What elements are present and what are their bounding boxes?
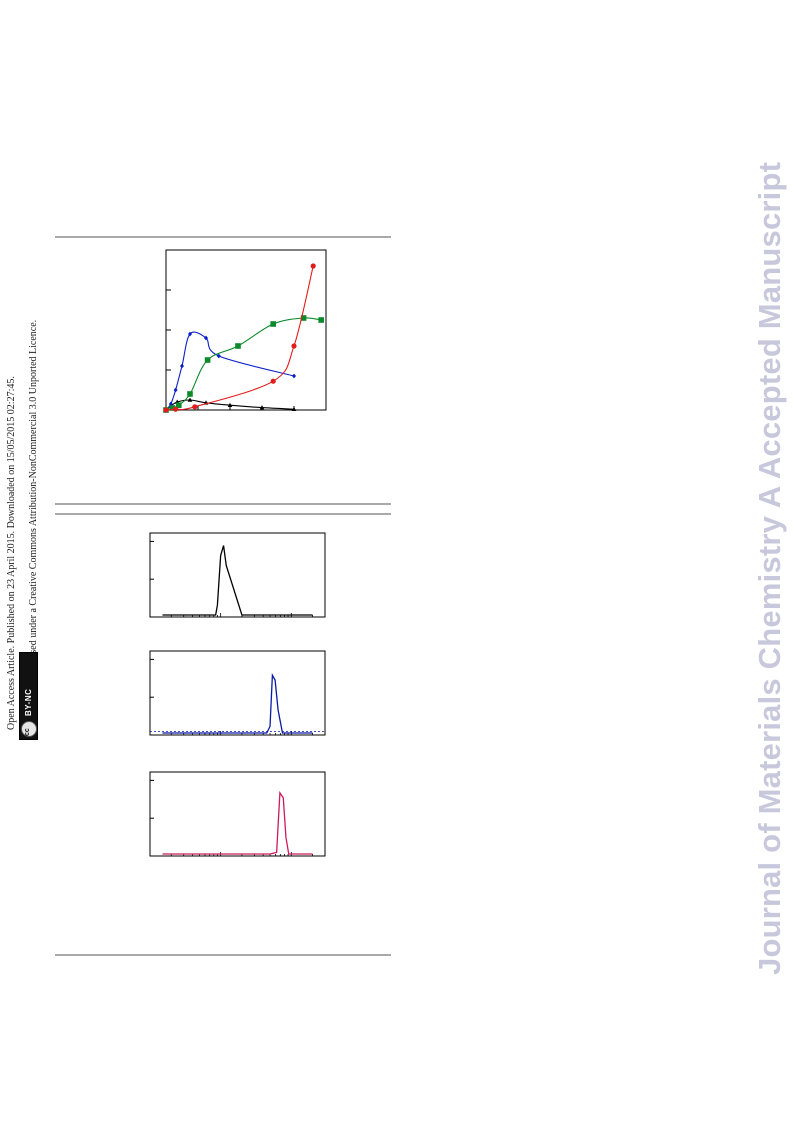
- series-green-point: [176, 402, 182, 408]
- series-blue-curve: [165, 331, 295, 411]
- cc-symbol: cc: [24, 728, 31, 736]
- series-red-point: [270, 378, 276, 384]
- publication-notice: Open Access Article. Published on 23 Apr…: [6, 376, 17, 730]
- chart2-line: [162, 545, 313, 616]
- series-black-point: [187, 397, 193, 402]
- series-blue-point: [292, 373, 296, 379]
- journal-watermark: Journal of Materials Chemistry A Accepte…: [752, 161, 787, 975]
- series-blue-point: [173, 387, 178, 393]
- series-green-point: [204, 357, 211, 363]
- series-blue-point: [180, 363, 184, 369]
- license-sidebar: Open Access Article. Published on 23 Apr…: [0, 0, 50, 1123]
- series-red-point: [192, 404, 198, 410]
- middle-rule-upper: [55, 503, 391, 505]
- series-green-point: [187, 391, 193, 397]
- series-green-point: [300, 315, 307, 321]
- series-black-point: [291, 406, 297, 411]
- chart-2-frame: [149, 532, 326, 618]
- chart-3-frame: [149, 650, 326, 736]
- middle-rule-lower: [55, 513, 391, 515]
- chart-4-frame: [149, 771, 326, 857]
- series-green-point: [235, 343, 241, 349]
- series-green-point: [169, 405, 176, 411]
- series-red-point: [173, 406, 179, 412]
- series-red-point: [291, 343, 297, 349]
- cc-icon: [21, 721, 37, 737]
- chart-1: [163, 249, 327, 413]
- chart4-line: [162, 790, 313, 855]
- cc-badge-label: BY-NC: [24, 688, 33, 716]
- chart-3: [149, 650, 326, 736]
- chart3-line: [162, 672, 313, 734]
- bottom-rule: [55, 954, 391, 956]
- series-black-point: [227, 402, 233, 407]
- top-rule: [55, 236, 391, 238]
- series-green-point: [318, 317, 324, 323]
- series-green-point: [270, 321, 276, 327]
- chart-2: [149, 532, 326, 618]
- chart-1-frame: [165, 249, 327, 411]
- series-red-point: [310, 263, 316, 269]
- series-black-point: [259, 405, 265, 410]
- cc-license-badge[interactable]: cc BY-NC: [19, 652, 38, 740]
- chart-4: [149, 771, 326, 857]
- series-red-point: [163, 407, 169, 413]
